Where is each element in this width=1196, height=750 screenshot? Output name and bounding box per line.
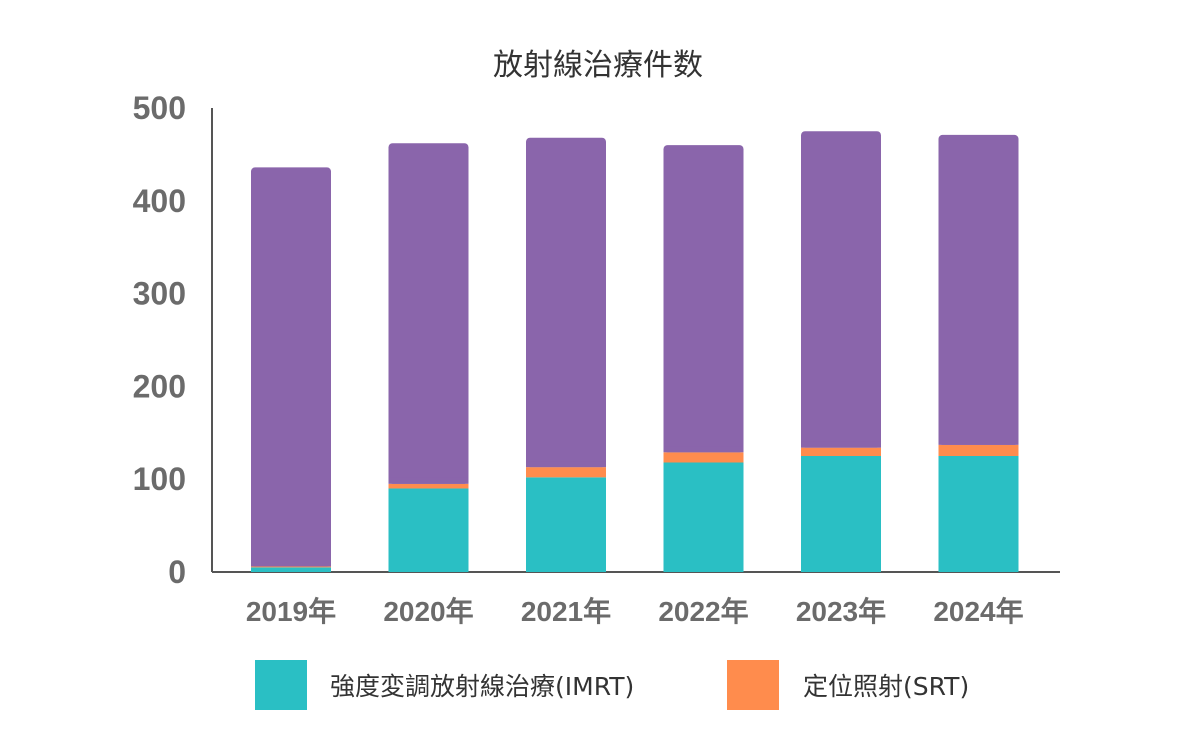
chart-title: 放射線治療件数 xyxy=(493,48,703,83)
bar-segment-other xyxy=(251,167,331,567)
bar-segment-srt xyxy=(938,444,1019,456)
y-tick-label: 100 xyxy=(133,461,186,497)
bar-segment-other xyxy=(388,143,469,484)
x-tick-label: 2019年 xyxy=(246,595,336,627)
bar-segment-srt xyxy=(388,483,469,489)
bar-segment-other xyxy=(526,137,606,468)
x-tick-label: 2020年 xyxy=(383,595,473,627)
y-tick-label: 500 xyxy=(133,90,186,126)
bar-segment-imrt xyxy=(801,456,881,572)
bar-segment-imrt xyxy=(663,462,744,572)
x-tick-label: 2021年 xyxy=(521,595,611,627)
bar-segment-other-base xyxy=(938,438,1019,445)
bar-segment-srt xyxy=(663,452,744,463)
bar-segment-srt xyxy=(526,467,606,478)
y-tick-label: 200 xyxy=(133,368,186,404)
x-tick-label: 2022年 xyxy=(658,595,748,627)
bar-segment-other xyxy=(663,145,744,453)
bar-segment-other xyxy=(938,134,1019,445)
bar-segment-imrt xyxy=(388,488,469,572)
bar-segment-imrt xyxy=(251,567,331,572)
bar-segment-imrt xyxy=(526,477,606,572)
plot-area: 0 100 200 300 400 500 2019年 2020年 2021年 2022年 2023… xyxy=(133,90,1060,627)
bar-segment-other-base xyxy=(251,560,331,567)
y-tick-label: 400 xyxy=(133,183,186,219)
bar-segment-other-base xyxy=(388,477,469,484)
y-tick-label: 0 xyxy=(168,554,186,590)
legend-swatch-imrt xyxy=(255,660,307,710)
legend-label-imrt: 強度変調放射線治療(IMRT) xyxy=(330,672,634,701)
y-tick-label: 300 xyxy=(133,276,186,312)
bar-segment-other-base xyxy=(526,461,606,468)
legend-label-srt: 定位照射(SRT) xyxy=(803,672,969,701)
bar-segment-other-base xyxy=(663,446,744,453)
legend-swatch-srt xyxy=(727,660,779,710)
bar-segment-imrt xyxy=(938,456,1019,572)
x-tick-label: 2023年 xyxy=(796,595,886,627)
bar-segment-srt xyxy=(251,566,331,568)
bar-segment-other xyxy=(801,131,881,448)
bar-segment-srt xyxy=(801,447,881,456)
bar-segment-other-base xyxy=(801,441,881,448)
x-tick-label: 2024年 xyxy=(933,595,1023,627)
legend: 強度変調放射線治療(IMRT) 定位照射(SRT) xyxy=(255,660,969,710)
